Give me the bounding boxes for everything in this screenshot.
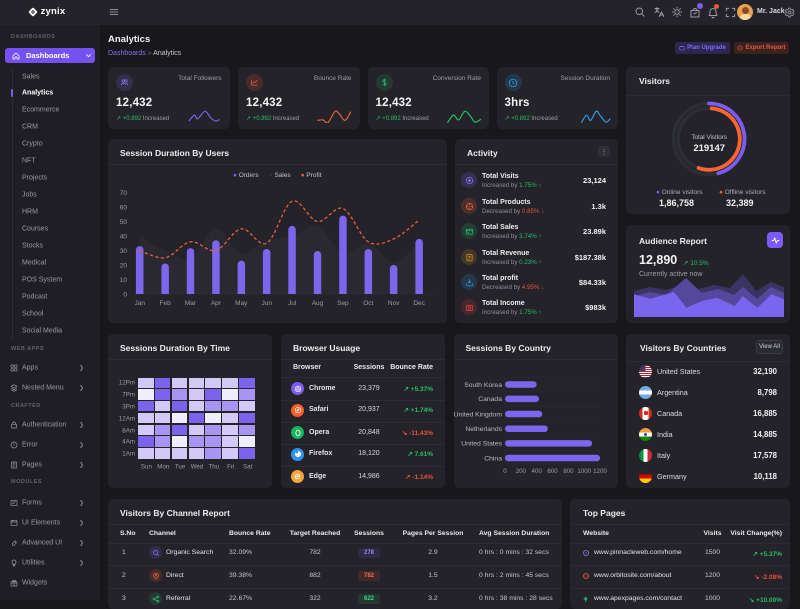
svg-text:1200: 1200: [593, 468, 607, 475]
svg-text:Feb: Feb: [159, 300, 171, 307]
svg-text:Aug: Aug: [312, 300, 324, 307]
svg-text:Jun: Jun: [261, 300, 272, 307]
svg-text:United Kingdom: United Kingdom: [454, 411, 502, 418]
svg-text:Dec: Dec: [413, 300, 425, 307]
svg-text:Jan: Jan: [134, 300, 145, 307]
svg-text:0: 0: [503, 468, 507, 475]
svg-text:Oct: Oct: [363, 300, 373, 307]
svg-text:1000: 1000: [577, 468, 591, 475]
svg-text:50: 50: [120, 219, 128, 226]
svg-text:Canada: Canada: [478, 396, 502, 403]
svg-text:Apr: Apr: [211, 300, 222, 307]
svg-text:Jul: Jul: [288, 300, 297, 307]
svg-text:800: 800: [563, 468, 574, 475]
svg-text:40: 40: [120, 234, 128, 241]
svg-text:10: 10: [120, 277, 128, 284]
svg-text:Sep: Sep: [337, 300, 349, 307]
svg-text:China: China: [484, 455, 502, 462]
svg-text:200: 200: [515, 468, 526, 475]
svg-text:30: 30: [120, 248, 128, 255]
svg-text:0: 0: [123, 292, 127, 299]
svg-text:70: 70: [120, 190, 128, 197]
svg-text:Netherlands: Netherlands: [465, 426, 502, 433]
svg-text:Mar: Mar: [185, 300, 197, 307]
svg-text:Nov: Nov: [388, 300, 400, 307]
svg-text:South Korea: South Korea: [464, 382, 502, 389]
svg-text:400: 400: [531, 468, 542, 475]
svg-text:20: 20: [120, 263, 128, 270]
svg-text:United States: United States: [461, 441, 502, 448]
svg-text:May: May: [235, 300, 248, 307]
svg-text:60: 60: [120, 205, 128, 212]
svg-text:600: 600: [547, 468, 558, 475]
